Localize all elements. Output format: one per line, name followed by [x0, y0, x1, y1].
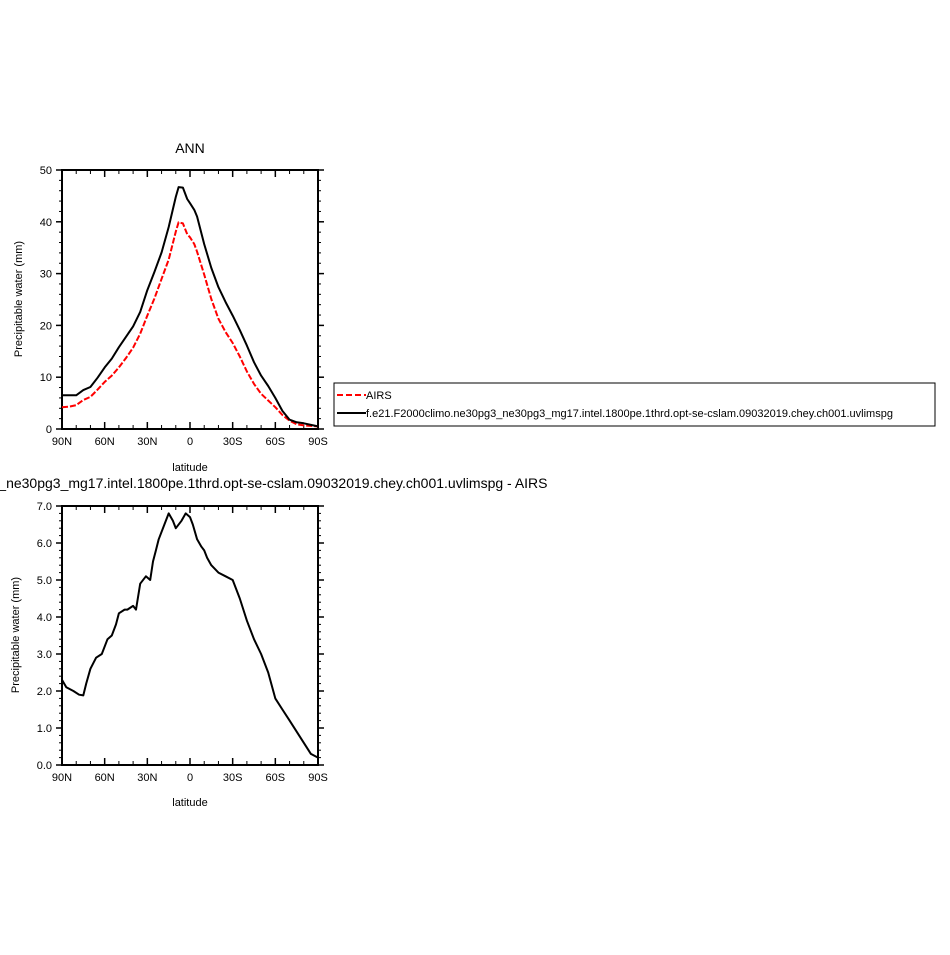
axis-ticks: 90N 60N 30N 0 30S 60S 90S 0.0 1.0 2.0 3.0 4.0 5.0 6.0…: [37, 501, 328, 784]
x-tick-label: 0: [187, 772, 193, 784]
x-tick-label: 30S: [223, 772, 243, 784]
y-tick-label: 10: [40, 372, 52, 384]
y-tick-label: 7.0: [37, 501, 52, 513]
data-lines: [61, 512, 319, 759]
legend: AIRS f.e21.F2000climo.ne30pg3_ne30pg3_mg…: [333, 382, 936, 427]
x-tick-label: 90S: [308, 436, 328, 448]
x-tick-label: 60S: [266, 436, 286, 448]
x-tick-label: 30N: [137, 772, 157, 784]
legend-label-model: f.e21.F2000climo.ne30pg3_ne30pg3_mg17.in…: [366, 408, 893, 420]
x-axis-label: latitude: [172, 462, 207, 474]
legend-label-airs: AIRS: [366, 390, 392, 402]
series-line-1: [62, 186, 319, 428]
y-tick-label: 30: [40, 269, 52, 281]
x-tick-label: 60N: [95, 772, 115, 784]
legend-box: [333, 382, 936, 427]
y-tick-label: 1.0: [37, 723, 52, 735]
y-tick-label: 0: [46, 424, 52, 436]
panel-annual: ANN 90N 60N 30N 0 30S 60S 90S 0 10 20 30 40 50 latit…: [13, 140, 328, 474]
plot-frame: [61, 169, 319, 430]
y-axis-label: Precipitable water (mm): [13, 241, 25, 357]
x-tick-label: 30S: [223, 436, 243, 448]
x-axis-label: latitude: [172, 797, 207, 809]
x-tick-label: 90N: [52, 436, 72, 448]
chart-title: f.e21.F2000climo.ne30pg3_ne30pg3_mg17.in…: [0, 475, 548, 491]
y-tick-label: 5.0: [37, 575, 52, 587]
y-tick-label: 50: [40, 165, 52, 177]
axis-ticks: 90N 60N 30N 0 30S 60S 90S 0 10 20 30 40 50: [40, 165, 328, 448]
y-tick-label: 2.0: [37, 686, 52, 698]
y-tick-label: 6.0: [37, 538, 52, 550]
plot-frame: [61, 505, 319, 766]
x-tick-label: 60N: [95, 436, 115, 448]
panel-difference: f.e21.F2000climo.ne30pg3_ne30pg3_mg17.in…: [0, 475, 548, 809]
x-tick-label: 90N: [52, 772, 72, 784]
x-tick-label: 30N: [137, 436, 157, 448]
x-tick-label: 0: [187, 436, 193, 448]
series-line-0: [61, 221, 319, 428]
y-tick-label: 20: [40, 320, 52, 332]
y-tick-label: 3.0: [37, 649, 52, 661]
data-lines: [61, 186, 319, 428]
y-tick-label: 40: [40, 217, 52, 229]
x-tick-label: 90S: [308, 772, 328, 784]
y-tick-label: 4.0: [37, 612, 52, 624]
chart-title: ANN: [175, 140, 205, 156]
series-line-0: [61, 512, 319, 759]
y-tick-label: 0.0: [37, 760, 52, 772]
y-axis-label: Precipitable water (mm): [10, 577, 22, 693]
x-tick-label: 60S: [266, 772, 286, 784]
